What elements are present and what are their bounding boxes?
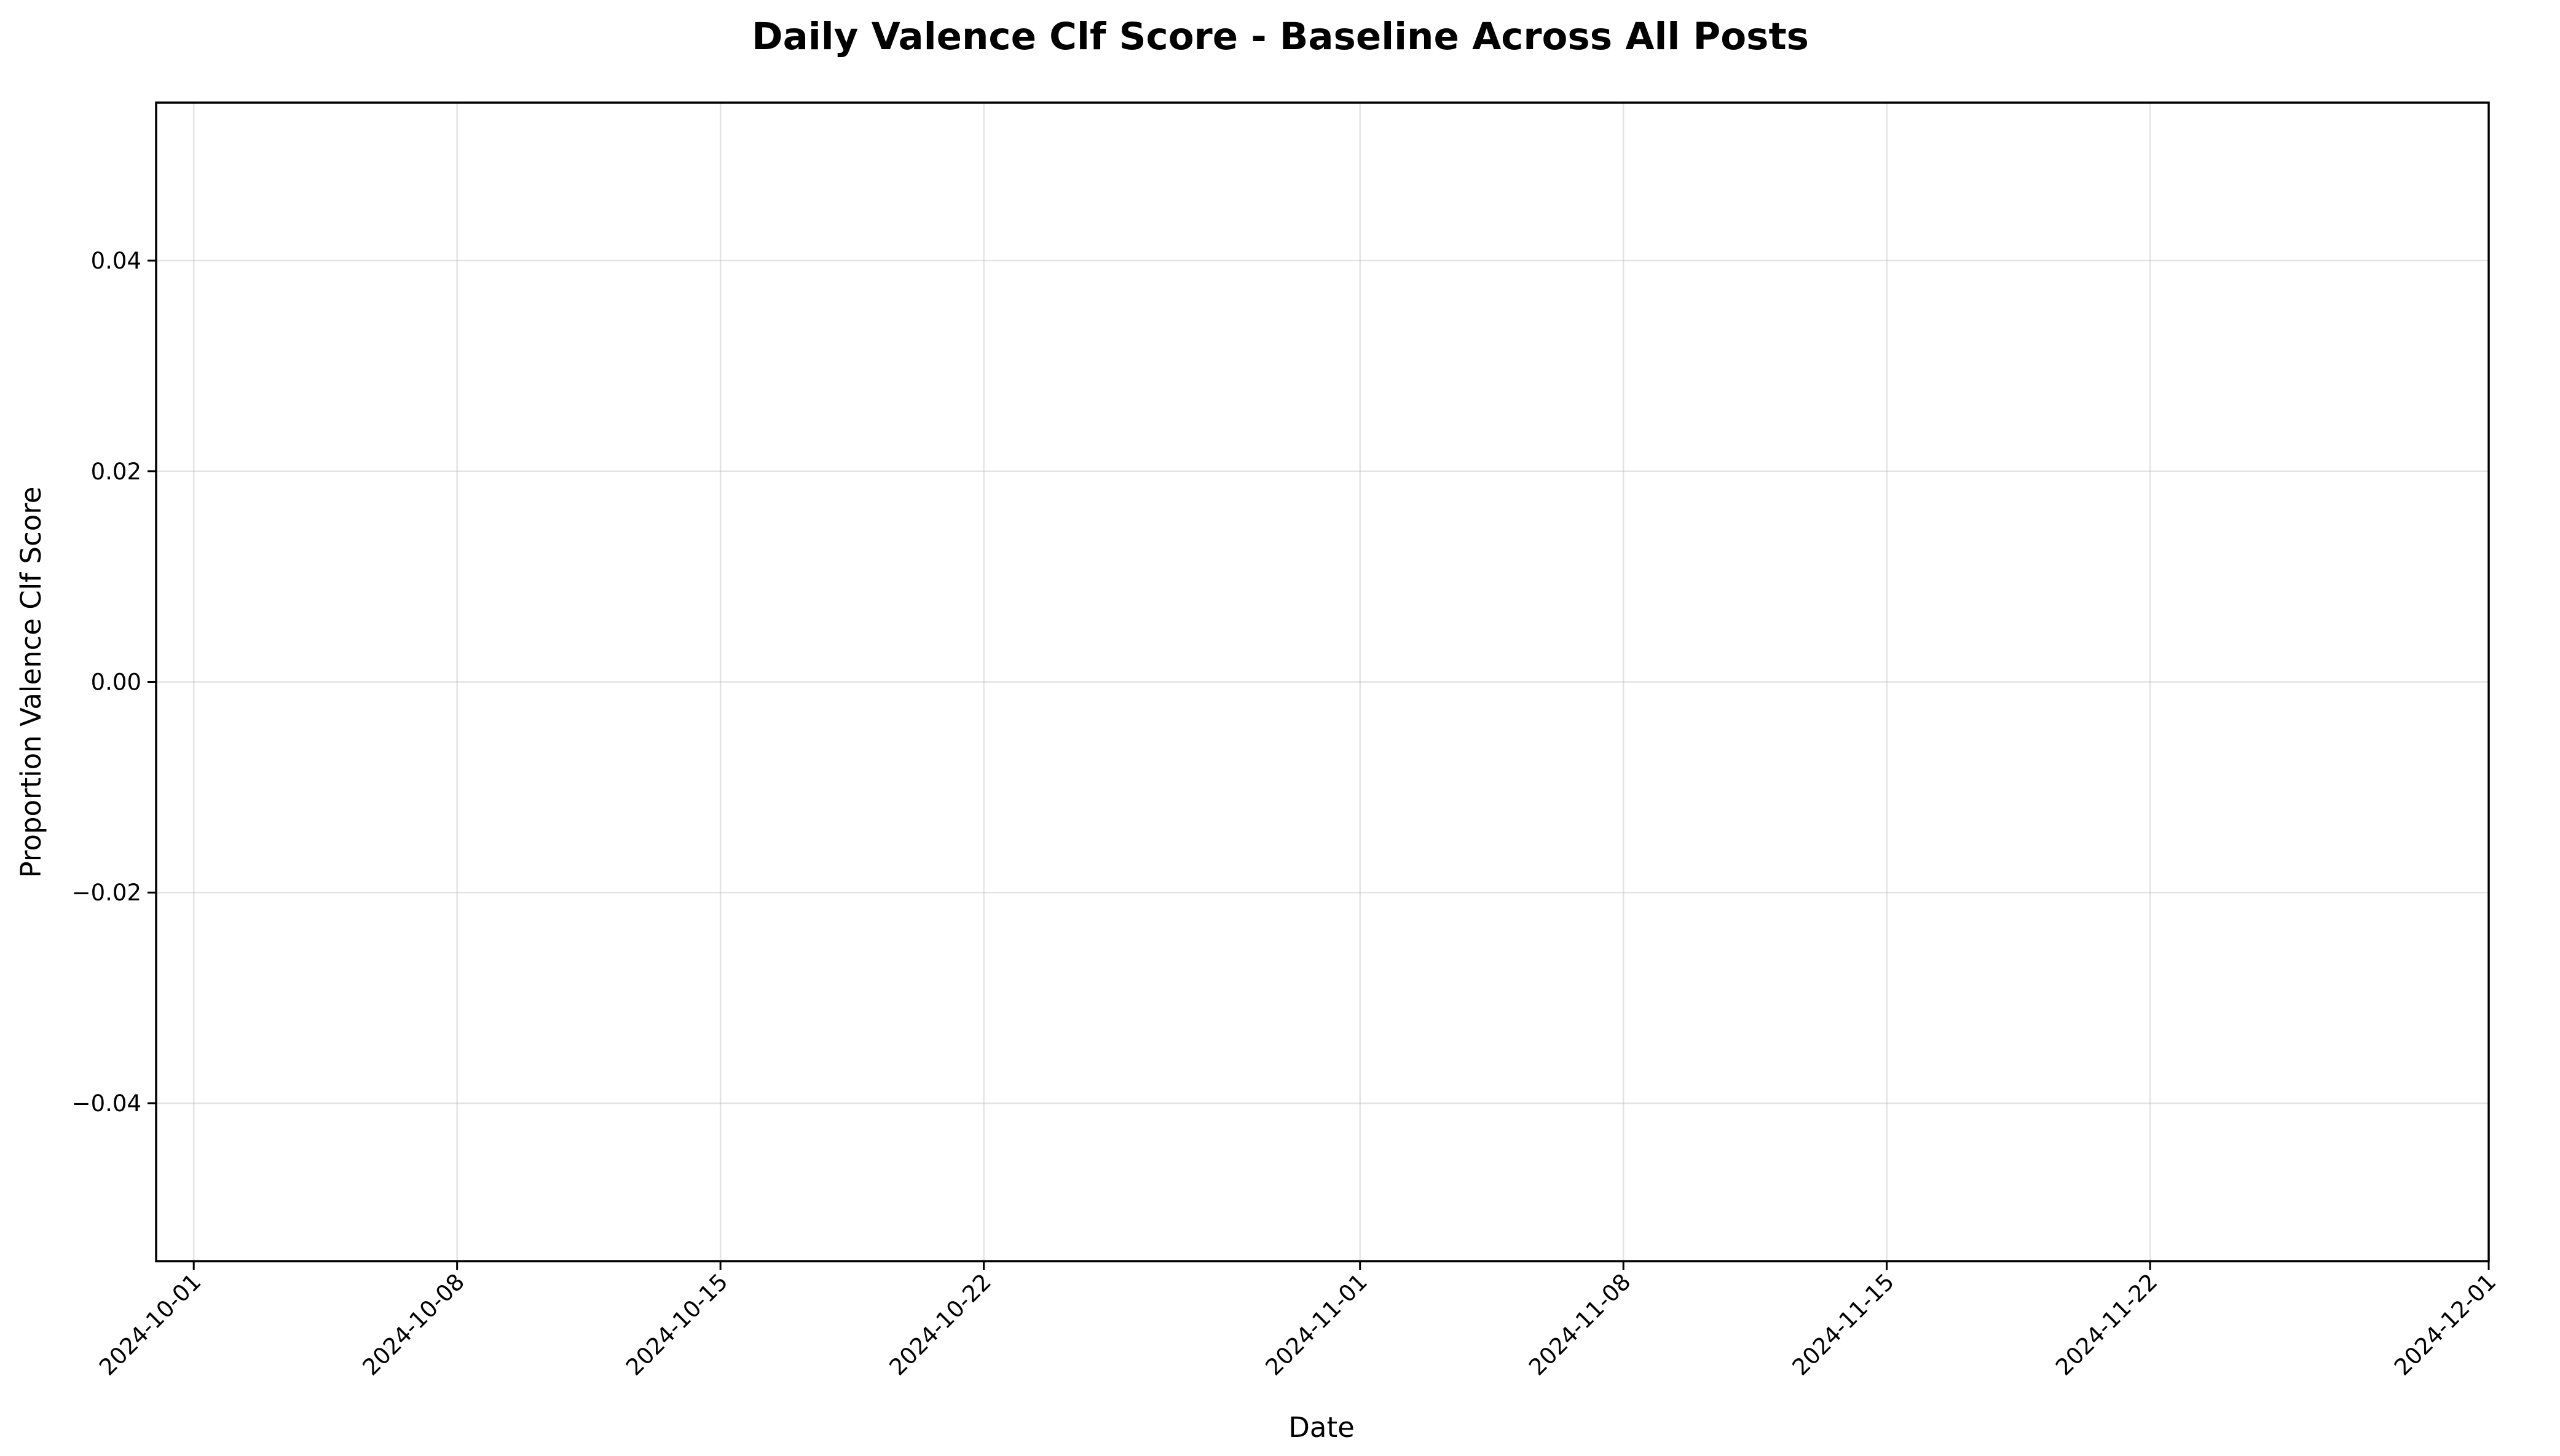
x-tick-label: 2024-12-01: [2389, 1269, 2501, 1380]
x-tick-label: 2024-10-15: [621, 1269, 733, 1380]
y-tick-label: 0.04: [91, 248, 141, 274]
x-tick-label: 2024-10-22: [884, 1269, 996, 1380]
x-tick-label: 2024-11-15: [1787, 1269, 1899, 1380]
y-tick-label: 0.00: [91, 669, 141, 696]
y-axis: −0.04 −0.02 0.00 0.02 0.04: [72, 248, 156, 1117]
grid-lines: [156, 103, 2490, 1261]
x-tick-label: 2024-11-01: [1261, 1269, 1373, 1380]
y-tick-label: −0.02: [72, 880, 141, 906]
x-axis: 2024-10-01 2024-10-08 2024-10-15 2024-10-22…: [94, 1261, 2501, 1380]
y-axis-label: Proportion Valence Clf Score: [15, 487, 47, 878]
x-tick-label: 2024-10-08: [358, 1269, 470, 1380]
x-tick-label: 2024-10-01: [94, 1269, 206, 1380]
y-tick-label: 0.02: [91, 458, 141, 485]
y-tick-label: −0.04: [72, 1090, 141, 1117]
x-tick-label: 2024-11-22: [2050, 1269, 2162, 1380]
x-axis-label: Date: [1288, 1411, 1355, 1444]
x-tick-label: 2024-11-08: [1524, 1269, 1636, 1380]
chart-title: Daily Valence Clf Score - Baseline Acros…: [752, 15, 1809, 58]
